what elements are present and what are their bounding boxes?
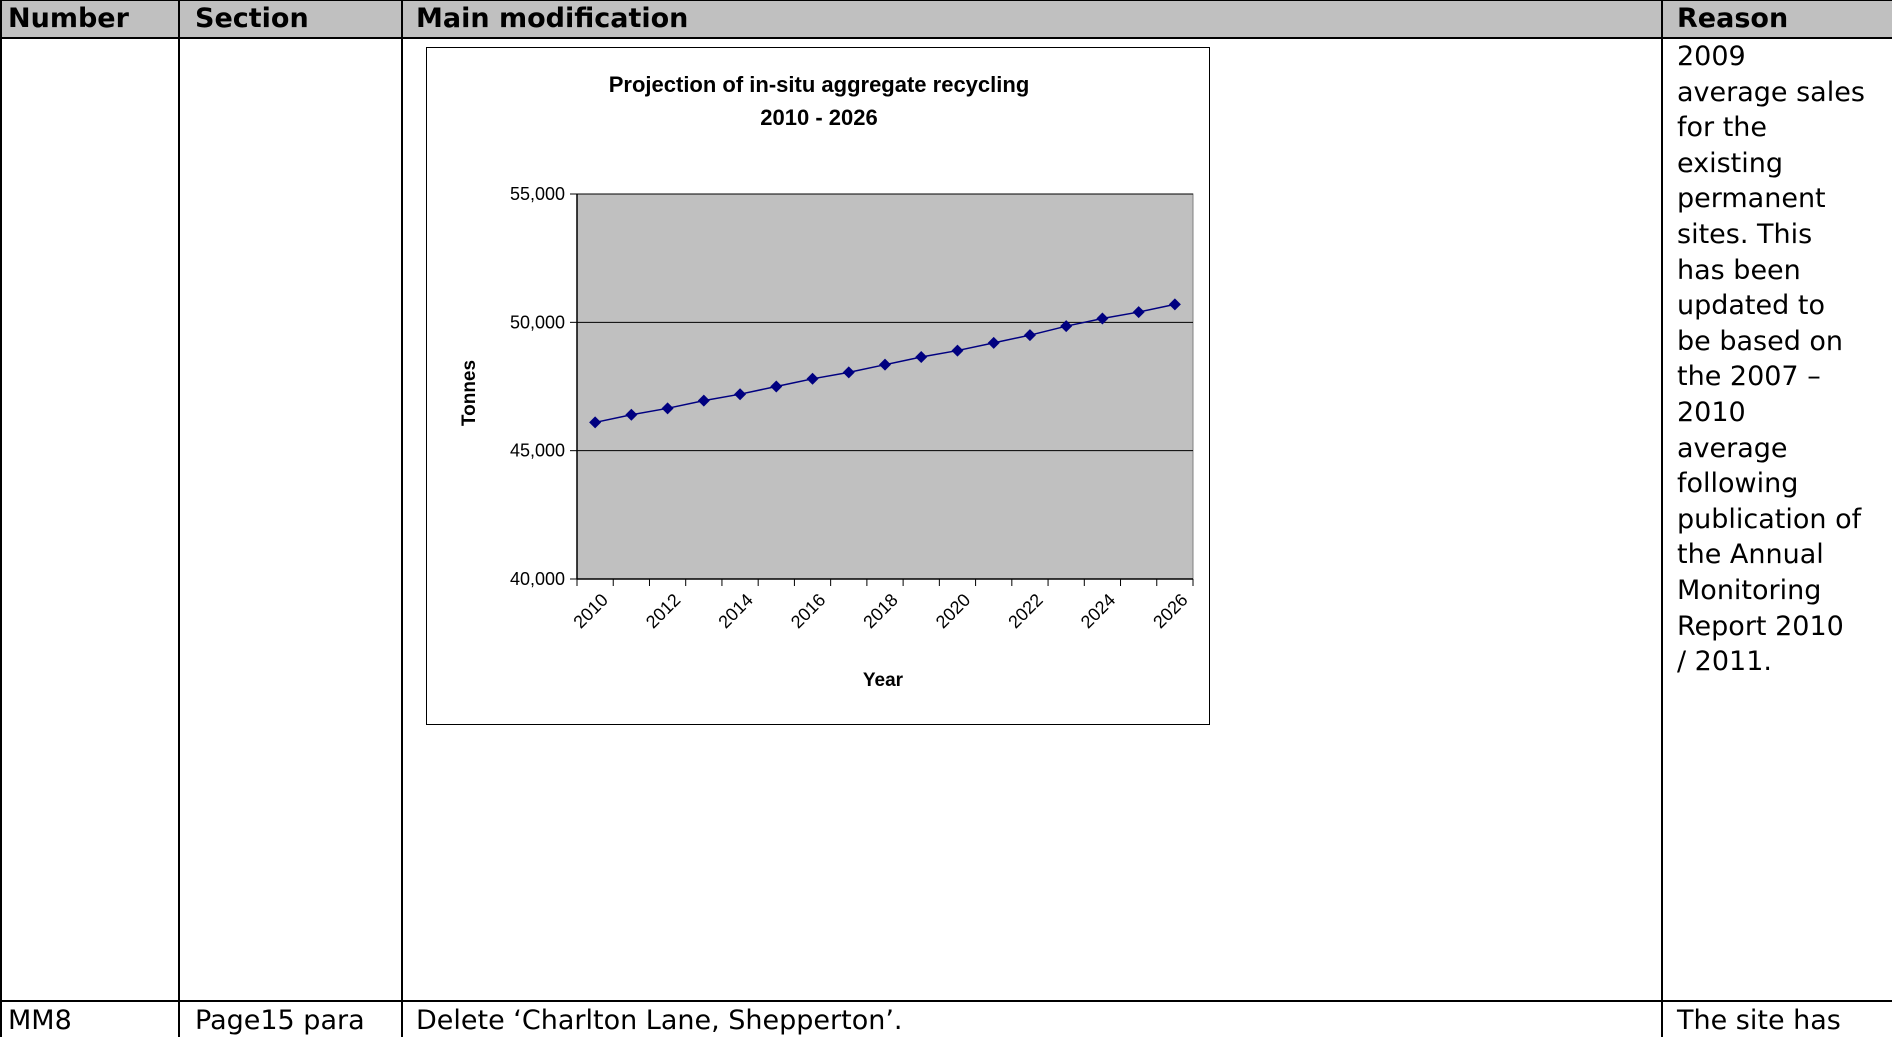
data-point xyxy=(661,402,674,415)
header-main-modification: Main modification xyxy=(416,3,689,34)
data-point xyxy=(1096,312,1109,325)
reason-line: updated to xyxy=(1677,290,1825,322)
data-point xyxy=(589,416,602,429)
reason-line: Report 2010 xyxy=(1677,610,1844,642)
data-point xyxy=(915,350,928,363)
row-section: Page15 para xyxy=(195,1005,365,1036)
data-point xyxy=(879,358,891,371)
table-header-bottom-border xyxy=(0,37,1892,39)
reason-cell: 2009 average sales for the existing permanen… xyxy=(1677,39,1865,680)
table-row-divider xyxy=(0,1000,1892,1002)
data-point xyxy=(987,336,1000,349)
data-point xyxy=(770,380,783,393)
chart-subtitle: 2010 - 2026 xyxy=(760,105,877,130)
x-tick-label: 2012 xyxy=(642,590,684,632)
header-reason: Reason xyxy=(1677,3,1789,34)
data-point xyxy=(1168,298,1181,311)
reason-line: the Annual xyxy=(1677,539,1824,571)
table-top-border xyxy=(0,0,1892,1)
reason-line: be based on xyxy=(1677,325,1844,357)
data-point xyxy=(806,372,819,385)
column-divider xyxy=(178,0,180,1037)
table-header-row xyxy=(0,0,1892,37)
reason-line: has been xyxy=(1677,254,1801,286)
reason-line: Monitoring xyxy=(1677,574,1822,606)
reason-line: sites. This xyxy=(1677,218,1813,250)
data-point xyxy=(1060,320,1073,333)
x-tick-label: 2020 xyxy=(932,590,974,632)
reason-line: existing xyxy=(1677,147,1784,179)
x-tick-label: 2014 xyxy=(714,590,756,632)
column-divider xyxy=(1661,0,1663,1037)
plot-area xyxy=(576,193,1194,580)
header-section: Section xyxy=(195,3,309,34)
chart-title: Projection of in-situ aggregate recyclin… xyxy=(609,72,1030,97)
y-tick-label: 40,000 xyxy=(510,569,565,589)
x-tick-label: 2010 xyxy=(569,590,611,632)
y-axis-title: Tonnes xyxy=(459,360,480,426)
row-main-modification: Delete ‘Charlton Lane, Shepperton’. xyxy=(416,1005,903,1036)
reason-line: the 2007 – xyxy=(1677,361,1821,393)
x-tick-label: 2016 xyxy=(787,590,829,632)
data-point xyxy=(951,344,964,357)
row-number: MM8 xyxy=(8,1005,72,1036)
x-axis-title: Year xyxy=(863,670,904,691)
x-tick-label: 2026 xyxy=(1149,590,1191,632)
data-point xyxy=(842,366,855,379)
data-point xyxy=(625,408,638,421)
data-point xyxy=(734,388,747,401)
reason-line: average xyxy=(1677,432,1788,464)
reason-line: publication of xyxy=(1677,503,1862,535)
column-divider xyxy=(401,0,403,1037)
reason-line: following xyxy=(1677,468,1799,500)
x-tick-label: 2022 xyxy=(1004,590,1046,632)
y-tick-label: 45,000 xyxy=(510,441,565,461)
header-number: Number xyxy=(8,3,129,34)
y-tick-label: 50,000 xyxy=(510,312,565,332)
table-left-border xyxy=(0,0,2,1037)
reason-line: / 2011. xyxy=(1677,646,1772,678)
x-tick-label: 2024 xyxy=(1077,590,1119,632)
chart-svg: Projection of in-situ aggregate recyclin… xyxy=(459,72,1194,691)
y-tick-label: 55,000 xyxy=(510,184,565,204)
x-tick-label: 2018 xyxy=(859,590,901,632)
data-point xyxy=(1132,306,1145,319)
reason-line: 2009 xyxy=(1677,41,1746,72)
reason-line: average sales xyxy=(1677,76,1865,108)
reason-line: for the xyxy=(1677,112,1768,144)
line-chart: Projection of in-situ aggregate recyclin… xyxy=(426,47,1210,725)
data-point xyxy=(697,394,710,407)
reason-line: 2010 xyxy=(1677,396,1746,428)
row-reason: The site has xyxy=(1677,1005,1841,1036)
reason-line: permanent xyxy=(1677,183,1826,215)
data-point xyxy=(1023,329,1036,342)
